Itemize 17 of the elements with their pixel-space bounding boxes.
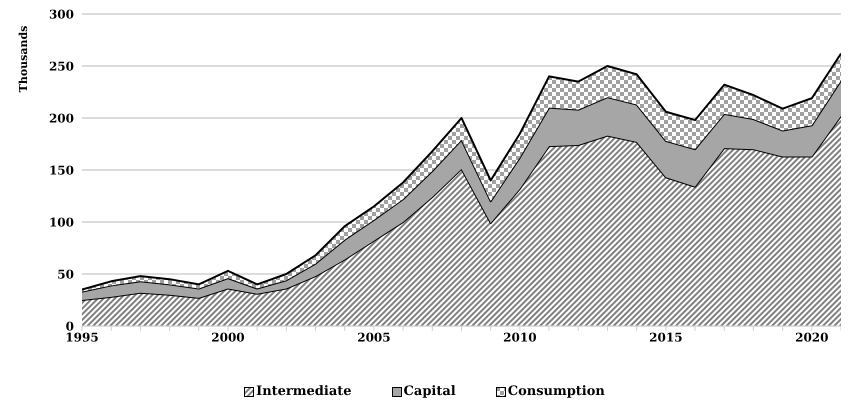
y-axis-title: Thousands [16,26,30,92]
y-tick-label: 0 [66,319,74,334]
y-tick-label: 150 [48,163,74,178]
y-tick-label: 100 [48,215,74,230]
x-tick-label: 2020 [795,330,829,345]
x-tick-label: 2000 [211,330,245,345]
x-tick-label: 2005 [357,330,391,345]
x-tick-label: 1995 [65,330,99,345]
legend-label: Consumption [506,384,605,399]
y-tick-label: 200 [48,111,74,126]
legend-label: Intermediate [255,384,352,399]
y-tick-label: 250 [48,59,74,74]
y-tick-label: 300 [48,7,74,22]
x-tick-label: 2010 [503,330,537,345]
y-tick-label: 50 [57,267,74,282]
x-tick-label: 2015 [649,330,683,345]
legend-label: Capital [402,384,456,399]
